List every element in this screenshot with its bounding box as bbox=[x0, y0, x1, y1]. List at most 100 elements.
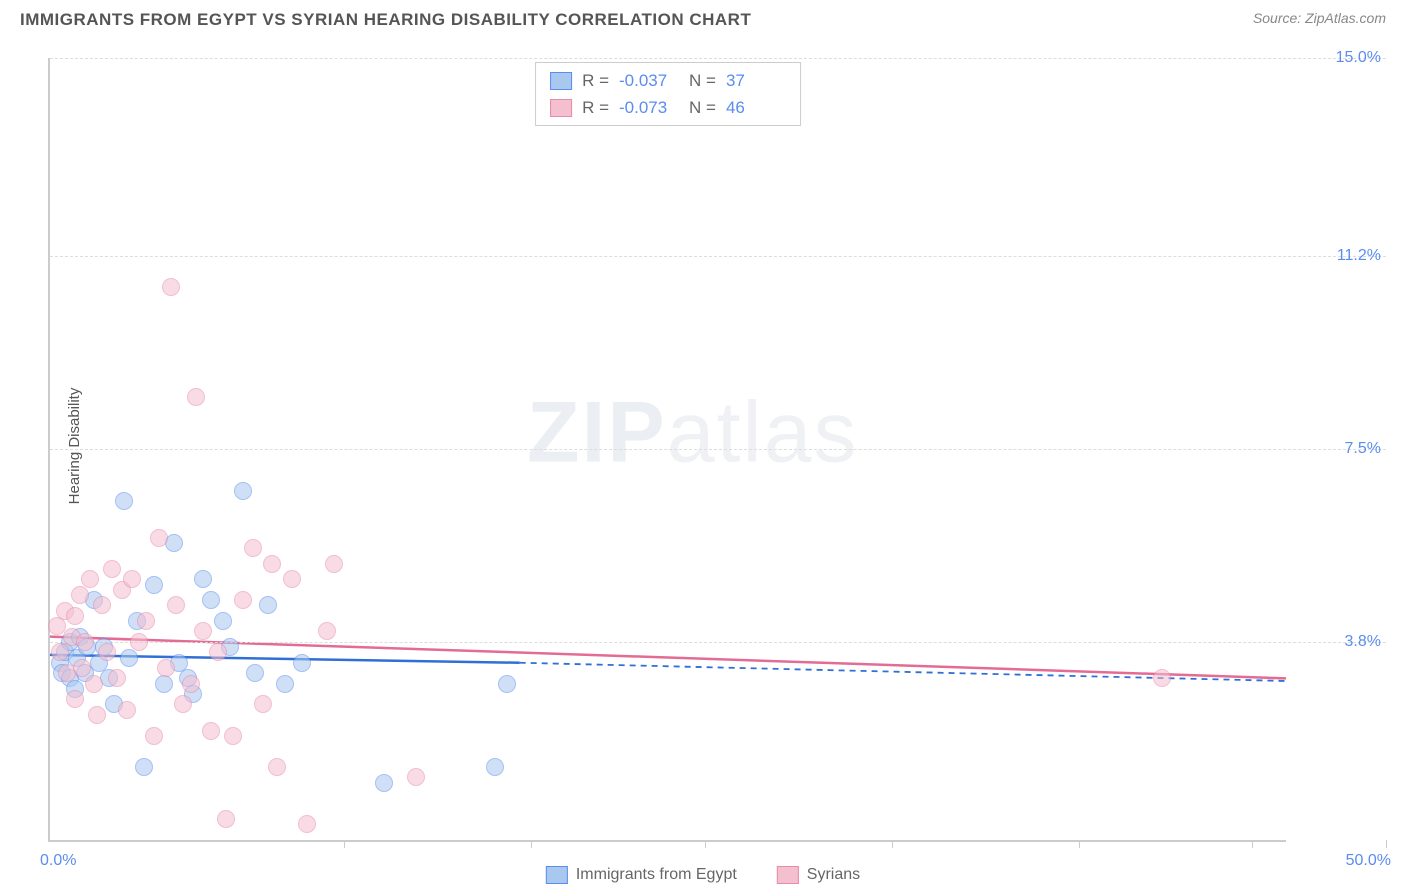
point-syrian bbox=[85, 675, 103, 693]
stats-r-value: -0.073 bbox=[619, 94, 679, 121]
source-attribution: Source: ZipAtlas.com bbox=[1253, 10, 1386, 26]
x-tick bbox=[1386, 840, 1387, 848]
point-egypt bbox=[246, 664, 264, 682]
stats-row: R = -0.073 N = 46 bbox=[550, 94, 786, 121]
point-syrian bbox=[145, 727, 163, 745]
point-egypt bbox=[276, 675, 294, 693]
x-tick bbox=[892, 840, 893, 848]
point-syrian bbox=[263, 555, 281, 573]
plot-wrap: ZIPatlas R = -0.037 N = 37 R = -0.073 N … bbox=[48, 58, 1386, 842]
point-syrian bbox=[130, 633, 148, 651]
point-syrian bbox=[93, 596, 111, 614]
point-egypt bbox=[145, 576, 163, 594]
point-egypt bbox=[135, 758, 153, 776]
source-link[interactable]: ZipAtlas.com bbox=[1305, 10, 1386, 26]
point-egypt bbox=[293, 654, 311, 672]
stats-n-label: N = bbox=[689, 94, 716, 121]
point-egypt bbox=[498, 675, 516, 693]
point-syrian bbox=[224, 727, 242, 745]
stats-n-label: N = bbox=[689, 67, 716, 94]
point-syrian bbox=[325, 555, 343, 573]
y-tick-label: 11.2% bbox=[1296, 247, 1381, 265]
point-syrian bbox=[174, 695, 192, 713]
y-tick-label: 3.8% bbox=[1296, 633, 1381, 651]
point-egypt bbox=[120, 649, 138, 667]
stats-row: R = -0.037 N = 37 bbox=[550, 67, 786, 94]
bottom-legend-item: Syrians bbox=[777, 866, 860, 884]
point-egypt bbox=[115, 492, 133, 510]
point-syrian bbox=[118, 701, 136, 719]
point-syrian bbox=[298, 815, 316, 833]
point-syrian bbox=[244, 539, 262, 557]
x-tick bbox=[1252, 840, 1253, 848]
point-syrian bbox=[157, 659, 175, 677]
chart-title: IMMIGRANTS FROM EGYPT VS SYRIAN HEARING … bbox=[20, 10, 751, 30]
legend-swatch bbox=[550, 99, 572, 117]
bottom-legend-label: Immigrants from Egypt bbox=[576, 866, 737, 884]
point-syrian bbox=[202, 722, 220, 740]
stats-r-value: -0.037 bbox=[619, 67, 679, 94]
stats-r-label: R = bbox=[582, 67, 609, 94]
x-tick bbox=[1079, 840, 1080, 848]
gridline-h bbox=[50, 58, 1386, 59]
point-syrian bbox=[234, 591, 252, 609]
point-syrian bbox=[209, 643, 227, 661]
point-egypt bbox=[194, 570, 212, 588]
point-syrian bbox=[167, 596, 185, 614]
x-axis-min-label: 0.0% bbox=[40, 852, 76, 870]
y-tick-label: 15.0% bbox=[1296, 49, 1381, 67]
point-egypt bbox=[155, 675, 173, 693]
chart-header: IMMIGRANTS FROM EGYPT VS SYRIAN HEARING … bbox=[0, 0, 1406, 30]
point-egypt bbox=[259, 596, 277, 614]
bottom-legend-label: Syrians bbox=[807, 866, 860, 884]
point-egypt bbox=[375, 774, 393, 792]
point-syrian bbox=[318, 622, 336, 640]
bottom-legend: Immigrants from Egypt Syrians bbox=[546, 866, 860, 884]
point-syrian bbox=[182, 675, 200, 693]
plot-area: ZIPatlas R = -0.037 N = 37 R = -0.073 N … bbox=[48, 58, 1286, 842]
y-tick-label: 7.5% bbox=[1296, 440, 1381, 458]
point-egypt bbox=[202, 591, 220, 609]
x-tick bbox=[531, 840, 532, 848]
stats-legend: R = -0.037 N = 37 R = -0.073 N = 46 bbox=[535, 62, 801, 126]
point-syrian bbox=[103, 560, 121, 578]
point-syrian bbox=[1153, 669, 1171, 687]
point-syrian bbox=[81, 570, 99, 588]
point-syrian bbox=[283, 570, 301, 588]
source-label: Source: bbox=[1253, 10, 1301, 26]
point-syrian bbox=[217, 810, 235, 828]
point-syrian bbox=[187, 388, 205, 406]
gridline-h bbox=[50, 642, 1386, 643]
point-syrian bbox=[194, 622, 212, 640]
point-syrian bbox=[66, 690, 84, 708]
point-syrian bbox=[88, 706, 106, 724]
stats-n-value: 46 bbox=[726, 94, 786, 121]
point-syrian bbox=[137, 612, 155, 630]
point-syrian bbox=[268, 758, 286, 776]
legend-swatch bbox=[777, 866, 799, 884]
legend-swatch bbox=[546, 866, 568, 884]
point-syrian bbox=[51, 643, 69, 661]
point-syrian bbox=[98, 643, 116, 661]
stats-n-value: 37 bbox=[726, 67, 786, 94]
point-syrian bbox=[254, 695, 272, 713]
point-egypt bbox=[234, 482, 252, 500]
point-egypt bbox=[214, 612, 232, 630]
bottom-legend-item: Immigrants from Egypt bbox=[546, 866, 737, 884]
x-axis-max-label: 50.0% bbox=[1346, 852, 1391, 870]
point-syrian bbox=[150, 529, 168, 547]
point-syrian bbox=[108, 669, 126, 687]
point-syrian bbox=[162, 278, 180, 296]
point-syrian bbox=[73, 659, 91, 677]
point-syrian bbox=[76, 633, 94, 651]
point-syrian bbox=[407, 768, 425, 786]
gridline-h bbox=[50, 256, 1386, 257]
point-syrian bbox=[123, 570, 141, 588]
point-syrian bbox=[66, 607, 84, 625]
gridline-h bbox=[50, 449, 1386, 450]
point-egypt bbox=[486, 758, 504, 776]
point-syrian bbox=[71, 586, 89, 604]
legend-swatch bbox=[550, 72, 572, 90]
x-tick bbox=[705, 840, 706, 848]
x-tick bbox=[344, 840, 345, 848]
